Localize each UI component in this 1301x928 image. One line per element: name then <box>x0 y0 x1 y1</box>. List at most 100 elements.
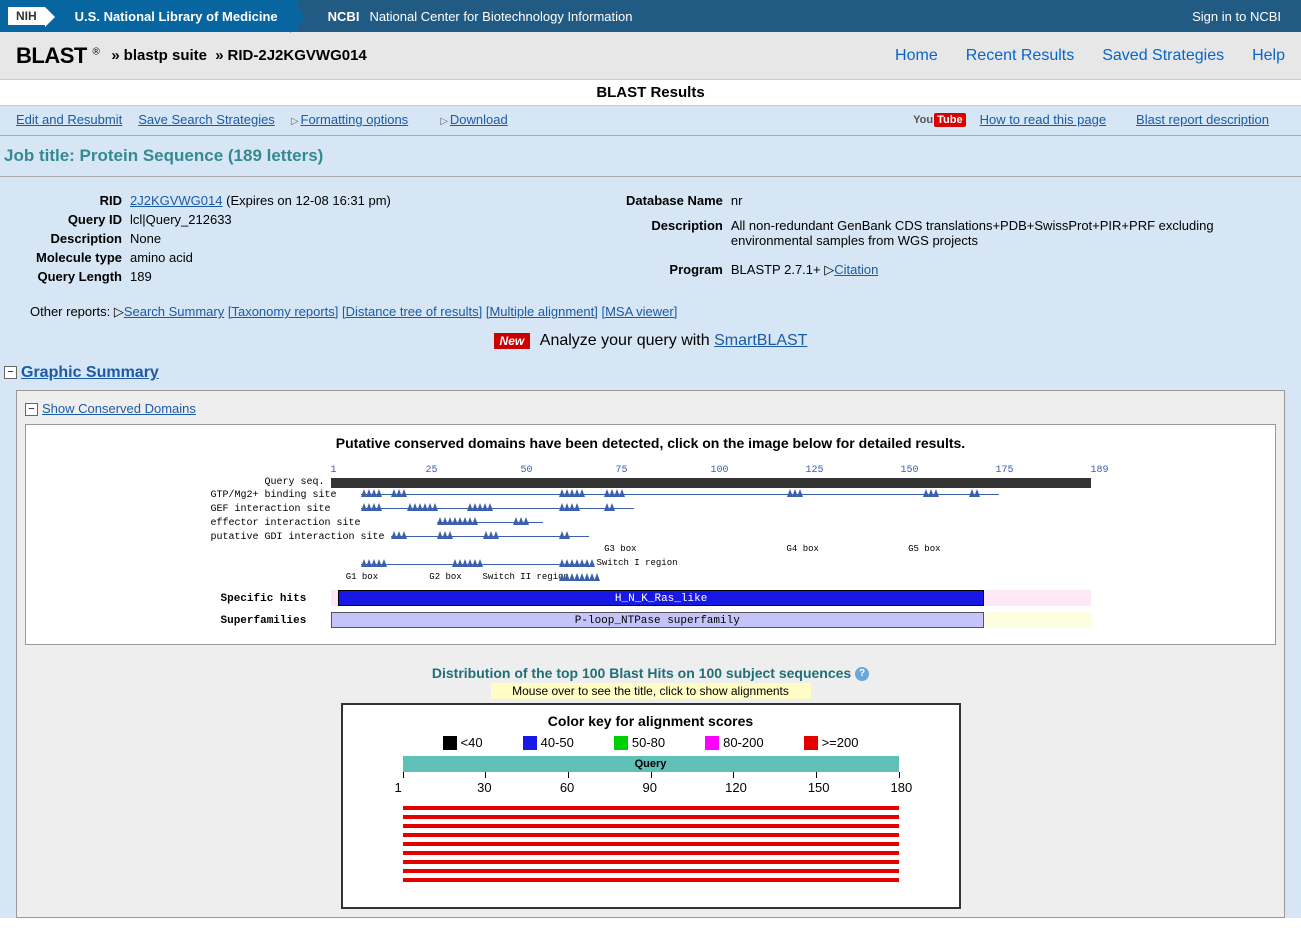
domain-title: Putative conserved domains have been det… <box>46 435 1255 451</box>
blast-logo[interactable]: BLAST ® <box>16 43 99 69</box>
query-ruler-bar: Query <box>403 756 899 772</box>
conserved-domains-toggle: −Show Conserved Domains <box>25 399 1276 424</box>
rid-label: RID <box>0 191 130 210</box>
colorkey-item: 80-200 <box>705 735 763 750</box>
distance-tree-link[interactable]: [Distance tree of results] <box>342 304 482 319</box>
colorkey-swatch <box>523 736 537 750</box>
action-row: Edit and Resubmit Save Search Strategies… <box>0 106 1301 133</box>
edit-resubmit-link[interactable]: Edit and Resubmit <box>16 112 122 127</box>
prog-label: Program <box>571 260 731 286</box>
specific-hit-bar[interactable]: H_N_K_Ras_like <box>338 590 984 606</box>
graphic-summary-header: −Graphic Summary <box>0 360 1301 386</box>
nav-home[interactable]: Home <box>895 47 938 65</box>
signin-link[interactable]: Sign in to NCBI <box>1192 9 1281 24</box>
download-link[interactable]: Download <box>450 112 508 127</box>
conserved-domain-box[interactable]: Putative conserved domains have been det… <box>25 424 1276 645</box>
alignment-hit-bar[interactable] <box>403 842 899 846</box>
feature-label: GEF interaction site <box>211 504 331 515</box>
colorkey-title: Color key for alignment scores <box>363 713 939 729</box>
qlen-val: 189 <box>130 267 391 286</box>
colorkey-swatch <box>443 736 457 750</box>
alignment-hit-bar[interactable] <box>403 824 899 828</box>
ncbi-desc: National Center for Biotechnology Inform… <box>369 9 632 24</box>
nav-saved[interactable]: Saved Strategies <box>1102 47 1224 65</box>
blast-nav-bar: BLAST ® »blastp suite »RID-2J2KGVWG014 H… <box>0 32 1301 80</box>
alignment-hits <box>403 806 899 882</box>
desc-label: Description <box>0 229 130 248</box>
prog-val: BLASTP 2.7.1+ <box>731 262 824 277</box>
formatting-link[interactable]: Formatting options <box>301 112 409 127</box>
citation-link[interactable]: Citation <box>834 262 878 277</box>
mol-val: amino acid <box>130 248 391 267</box>
youtube-icon[interactable]: YouTube <box>913 113 965 127</box>
smartblast-row: New Analyze your query with SmartBLAST <box>0 328 1301 360</box>
mouseover-hint: Mouse over to see the title, click to sh… <box>491 683 811 699</box>
rid-link[interactable]: 2J2KGVWG014 <box>130 193 223 208</box>
alignment-box: Color key for alignment scores <40 40-50 5… <box>341 703 961 909</box>
graphic-summary-link[interactable]: Graphic Summary <box>21 364 159 381</box>
alignment-hit-bar[interactable] <box>403 878 899 882</box>
colorkey-swatch <box>804 736 818 750</box>
colorkey-swatch <box>705 736 719 750</box>
alignment-hit-bar[interactable] <box>403 851 899 855</box>
graphic-panel: −Show Conserved Domains Putative conserv… <box>16 390 1285 918</box>
collapse-icon[interactable]: − <box>25 403 38 416</box>
alignment-hit-bar[interactable] <box>403 833 899 837</box>
breadcrumb-rid: RID-2J2KGVWG014 <box>228 47 367 64</box>
query-ruler-labels: 1306090120150180 <box>403 780 899 796</box>
db-label: Database Name <box>571 191 731 216</box>
other-reports: Other reports: ▷Search Summary [Taxonomy… <box>0 296 1301 328</box>
collapse-icon[interactable]: − <box>4 366 17 379</box>
db-val: nr <box>731 191 1231 216</box>
dbdesc-label: Description <box>571 216 731 260</box>
help-icon[interactable]: ? <box>855 667 869 681</box>
specific-hits-label: Specific hits <box>211 593 331 605</box>
distribution-title: Distribution of the top 100 Blast Hits o… <box>25 665 1276 681</box>
dbdesc-val: All non-redundant GenBank CDS translatio… <box>731 216 1231 260</box>
nav-help[interactable]: Help <box>1252 47 1285 65</box>
nih-ncbi-header: NIH U.S. National Library of Medicine NC… <box>0 0 1301 32</box>
results-title: BLAST Results <box>0 80 1301 106</box>
taxonomy-link[interactable]: [Taxonomy reports] <box>228 304 339 319</box>
ncbi-label: NCBI <box>328 9 360 24</box>
alignment-hit-bar[interactable] <box>403 806 899 810</box>
new-badge: New <box>494 333 531 349</box>
breadcrumb-suite[interactable]: blastp suite <box>124 47 207 64</box>
colorkey-item: 40-50 <box>523 735 574 750</box>
save-strategies-link[interactable]: Save Search Strategies <box>138 112 275 127</box>
show-conserved-link[interactable]: Show Conserved Domains <box>42 401 196 416</box>
nav-recent[interactable]: Recent Results <box>966 47 1075 65</box>
feature-label: putative GDI interaction site <box>211 532 331 543</box>
breadcrumb: »blastp suite »RID-2J2KGVWG014 <box>107 47 366 64</box>
qid-label: Query ID <box>0 210 130 229</box>
qid-val: lcl|Query_212633 <box>130 210 391 229</box>
colorkey-item: >=200 <box>804 735 859 750</box>
colorkey-item: 50-80 <box>614 735 665 750</box>
alignment-hit-bar[interactable] <box>403 869 899 873</box>
nlm-text[interactable]: U.S. National Library of Medicine <box>75 9 278 24</box>
search-summary-link[interactable]: Search Summary <box>124 304 224 319</box>
superfamilies-label: Superfamilies <box>211 615 331 627</box>
howto-link[interactable]: How to read this page <box>980 112 1106 127</box>
smartblast-link[interactable]: SmartBLAST <box>714 332 807 349</box>
alignment-hit-bar[interactable] <box>403 860 899 864</box>
colorkey-item: <40 <box>443 735 483 750</box>
qlen-label: Query Length <box>0 267 130 286</box>
info-section: RID2J2KGVWG014 (Expires on 12-08 16:31 p… <box>0 177 1301 296</box>
feature-label: GTP/Mg2+ binding site <box>211 490 331 501</box>
msa-viewer-link[interactable]: [MSA viewer] <box>601 304 677 319</box>
colorkey-swatch <box>614 736 628 750</box>
colorkey-row: <40 40-50 50-80 80-200 >=200 <box>363 735 939 750</box>
nav-links: Home Recent Results Saved Strategies Hel… <box>895 47 1285 65</box>
domain-chart[interactable]: 1255075100125150175189 Query seq. GTP/Mg… <box>211 465 1091 630</box>
ncbi-section: NCBI National Center for Biotechnology I… <box>298 0 1301 32</box>
desc-val: None <box>130 229 391 248</box>
superfamily-bar[interactable]: P-loop_NTPase superfamily <box>331 612 985 628</box>
job-title: Job title: Protein Sequence (189 letters… <box>0 135 1301 177</box>
domain-ruler: 1255075100125150175189 <box>331 465 1091 477</box>
nih-badge[interactable]: NIH <box>8 7 45 25</box>
report-desc-link[interactable]: Blast report description <box>1136 112 1269 127</box>
mol-label: Molecule type <box>0 248 130 267</box>
multiple-alignment-link[interactable]: [Multiple alignment] <box>486 304 598 319</box>
rid-expire: (Expires on 12-08 16:31 pm) <box>223 193 391 208</box>
